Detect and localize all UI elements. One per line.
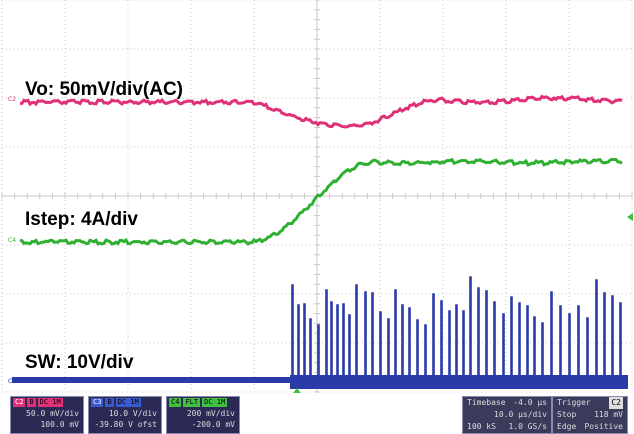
- trigger-level: 118 mV: [594, 410, 623, 419]
- channel-c4-descriptor[interactable]: C4 FLT DC 1M 200 mV/div -200.0 mV: [166, 396, 240, 434]
- timebase-row: Timebase -4.0 μs: [463, 397, 551, 409]
- vertical-scale: 10.0 V/div: [108, 409, 157, 418]
- trigger-type-row: Edge Positive: [553, 421, 627, 433]
- timebase-offset: -4.0 μs: [513, 398, 547, 407]
- vertical-scale: 50.0 mV/div: [26, 409, 79, 418]
- timebase-label: Timebase: [467, 398, 506, 407]
- trigger-level-marker: [627, 213, 633, 221]
- vertical-offset: -39.80 V ofst: [94, 420, 157, 429]
- trigger-channel: C2: [609, 397, 623, 409]
- vo-trace-label: Vo: 50mV/div(AC): [25, 79, 184, 100]
- istep-trace: [19, 157, 623, 246]
- coupling-chip: DC 1M: [202, 398, 228, 407]
- vertical-offset: -200.0 mV: [191, 420, 235, 429]
- bandwidth-chip: FLT: [183, 398, 201, 407]
- trigger-type: Edge: [557, 422, 577, 431]
- trigger-panel[interactable]: Trigger C2 Stop 118 mV Edge Positive: [552, 396, 628, 434]
- trigger-mode: Stop: [557, 410, 577, 419]
- trigger-row: Trigger C2: [553, 397, 627, 409]
- c2-trace-tag: C2: [8, 96, 17, 103]
- sample-rate: 1.0 GS/s: [508, 422, 547, 431]
- channel-name: C3: [91, 398, 104, 407]
- channel-name: C2: [13, 398, 26, 407]
- trigger-slope: Positive: [584, 422, 623, 431]
- vo-trace: [19, 94, 623, 129]
- c4-trace-tag: C4: [8, 237, 17, 244]
- trigger-label: Trigger: [557, 398, 591, 407]
- istep-trace-label: Istep: 4A/div: [25, 209, 138, 230]
- vertical-scale: 200 mV/div: [186, 409, 235, 418]
- coupling-chip: DC 1M: [37, 398, 63, 407]
- graticule-grid: [1, 0, 633, 393]
- c3-trace-tag: C3: [8, 378, 17, 385]
- sw-trace-label: SW: 10V/div: [25, 352, 134, 373]
- bandwidth-chip: B: [105, 398, 114, 407]
- sample-count: 100 kS: [467, 422, 496, 431]
- channel-name: C4: [169, 398, 182, 407]
- timebase-panel[interactable]: Timebase -4.0 μs 10.0 μs/div 100 kS 1.0 …: [462, 396, 552, 434]
- timebase-scale: 10.0 μs/div: [494, 410, 547, 419]
- acquisition-row: 100 kS 1.0 GS/s: [463, 421, 551, 433]
- coupling-chip: DC 1M: [115, 398, 141, 407]
- trigger-mode-row: Stop 118 mV: [553, 409, 627, 421]
- bandwidth-chip: B: [27, 398, 36, 407]
- vertical-offset: 100.0 mV: [40, 420, 79, 429]
- channel-c3-descriptor[interactable]: C3 B DC 1M 10.0 V/div -39.80 V ofst: [88, 396, 162, 434]
- channel-c2-descriptor[interactable]: C2 B DC 1M 50.0 mV/div 100.0 mV: [10, 396, 84, 434]
- trigger-position-marker: [293, 388, 301, 393]
- sw-trace: [12, 276, 628, 381]
